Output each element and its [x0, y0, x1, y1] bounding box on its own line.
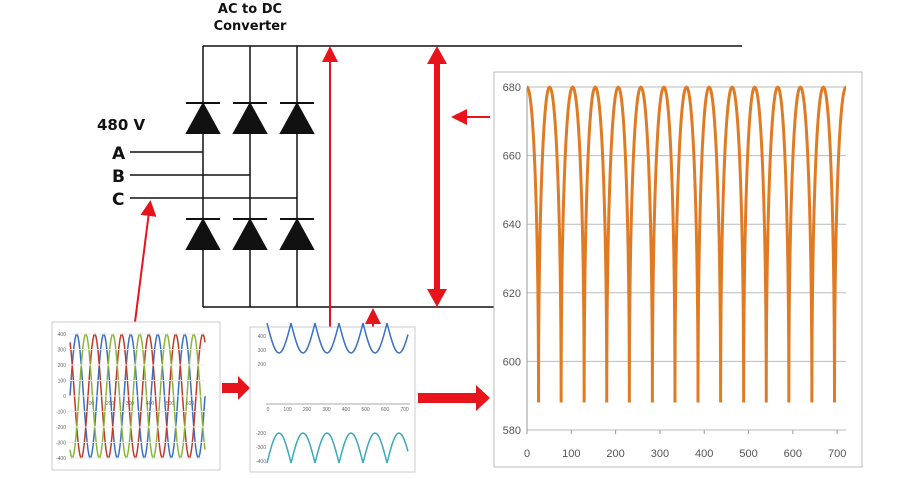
rectified-wave — [266, 322, 409, 354]
x-tick-label: 200 — [303, 407, 312, 413]
diode — [232, 101, 268, 134]
x-tick-label: 500 — [166, 401, 175, 407]
diode — [185, 217, 221, 250]
x-tick-label: 0 — [267, 407, 270, 413]
rectified-wave — [266, 432, 409, 464]
x-tick-label: 200 — [606, 448, 624, 460]
y-tick-label: 580 — [503, 425, 521, 437]
x-tick-label: 600 — [784, 448, 802, 460]
title: Converter — [214, 19, 287, 34]
y-tick-label: 640 — [503, 219, 521, 231]
y-tick-label: 680 — [503, 82, 521, 94]
rectified-chart — [249, 326, 416, 473]
diode — [232, 217, 268, 250]
y-tick-label: -300 — [56, 441, 66, 447]
y-tick-label: -100 — [56, 410, 66, 416]
circuit — [130, 45, 742, 308]
diode — [185, 101, 221, 134]
phase-label: B — [112, 167, 125, 187]
y-tick-label: 600 — [503, 356, 521, 368]
x-tick-label: 300 — [651, 448, 669, 460]
diode — [279, 217, 315, 250]
voltage-label: 480 V — [97, 116, 146, 134]
x-tick-label: 500 — [739, 448, 757, 460]
y-tick-label: 200 — [258, 362, 267, 368]
x-tick-label: 100 — [562, 448, 580, 460]
y-tick-label: 300 — [58, 348, 67, 354]
x-tick-label: 600 — [186, 401, 195, 407]
x-tick-label: 400 — [695, 448, 713, 460]
y-tick-label: -300 — [256, 445, 266, 451]
x-tick-label: 400 — [342, 407, 351, 413]
x-tick-label: 100 — [283, 407, 292, 413]
x-tick-label: 300 — [126, 401, 135, 407]
y-tick-label: 200 — [58, 363, 67, 369]
x-tick-label: 600 — [381, 407, 390, 413]
y-tick-label: 660 — [503, 151, 521, 163]
diode — [279, 101, 315, 134]
x-tick-label: 700 — [400, 407, 409, 413]
x-tick-label: 100 — [86, 401, 95, 407]
y-tick-label: -400 — [56, 456, 66, 462]
y-tick-label: -400 — [256, 459, 266, 465]
y-tick-label: 400 — [258, 334, 267, 340]
y-tick-label: -200 — [256, 431, 266, 437]
x-tick-label: 200 — [106, 401, 115, 407]
phase-label: A — [112, 144, 126, 164]
y-tick-label: 300 — [258, 348, 267, 354]
y-tick-label: 0 — [63, 394, 66, 400]
output-chart — [493, 71, 863, 468]
x-tick-label: 400 — [146, 401, 155, 407]
x-tick-label: 300 — [322, 407, 331, 413]
y-tick-label: 100 — [58, 379, 67, 385]
x-tick-label: 500 — [361, 407, 370, 413]
x-tick-label: 0 — [524, 448, 530, 460]
x-tick-label: 700 — [828, 448, 846, 460]
y-tick-label: 400 — [58, 332, 67, 338]
title: AC to DC — [218, 2, 282, 17]
line-series — [525, 85, 848, 403]
phase-label: C — [112, 190, 124, 210]
y-tick-label: -200 — [56, 425, 66, 431]
y-tick-label: 620 — [503, 288, 521, 300]
